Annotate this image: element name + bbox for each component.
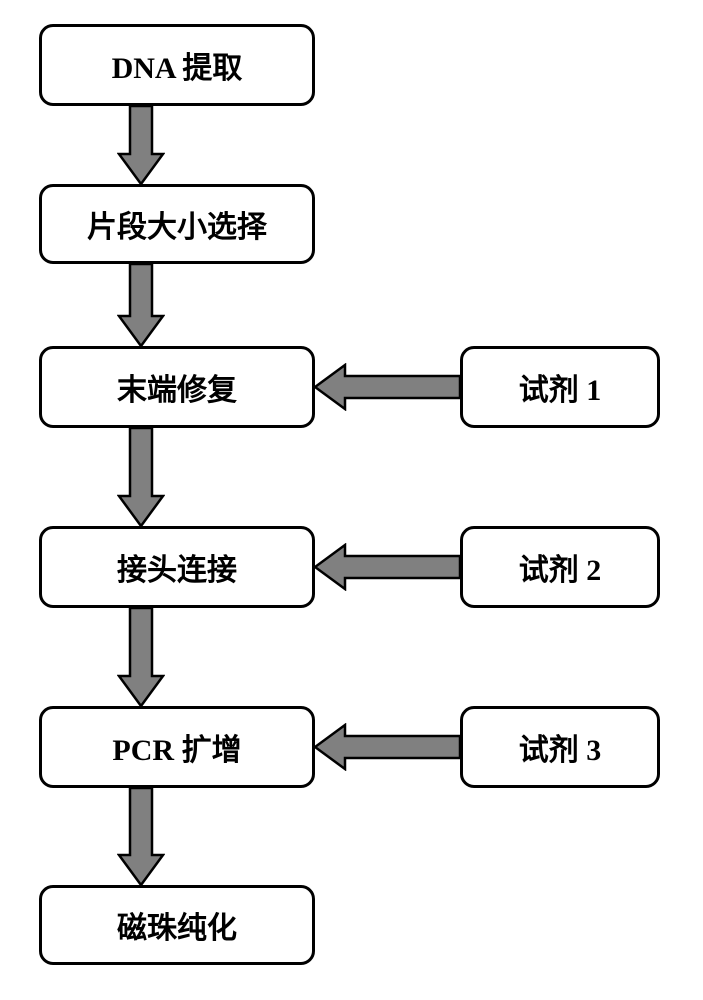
node-label: DNA 提取 bbox=[112, 43, 243, 87]
node-label: 试剂 1 bbox=[519, 365, 602, 409]
arrow-down-3 bbox=[117, 428, 165, 526]
arrow-down-5 bbox=[117, 788, 165, 885]
node-label: PCR 扩增 bbox=[112, 725, 241, 769]
node-step4: 接头连接 bbox=[39, 526, 315, 608]
node-step6: 磁珠纯化 bbox=[39, 885, 315, 965]
node-reagent-3: 试剂 3 bbox=[460, 706, 660, 788]
node-label: 接头连接 bbox=[117, 545, 237, 589]
arrow-down-1 bbox=[117, 106, 165, 184]
arrow-down-2 bbox=[117, 264, 165, 346]
node-label: 试剂 3 bbox=[519, 725, 602, 769]
node-step1: DNA 提取 bbox=[39, 24, 315, 106]
flowchart-canvas: DNA 提取 片段大小选择 末端修复 接头连接 PCR 扩增 磁珠纯化 试剂 1… bbox=[0, 0, 703, 1000]
arrow-left-2 bbox=[315, 543, 460, 591]
node-reagent-1: 试剂 1 bbox=[460, 346, 660, 428]
node-step5: PCR 扩增 bbox=[39, 706, 315, 788]
arrow-down-4 bbox=[117, 608, 165, 706]
node-label: 末端修复 bbox=[117, 365, 237, 409]
node-label: 磁珠纯化 bbox=[117, 903, 237, 947]
node-label: 试剂 2 bbox=[519, 545, 602, 589]
node-reagent-2: 试剂 2 bbox=[460, 526, 660, 608]
node-step3: 末端修复 bbox=[39, 346, 315, 428]
node-step2: 片段大小选择 bbox=[39, 184, 315, 264]
node-label: 片段大小选择 bbox=[87, 202, 267, 246]
arrow-left-3 bbox=[315, 723, 460, 771]
arrow-left-1 bbox=[315, 363, 460, 411]
